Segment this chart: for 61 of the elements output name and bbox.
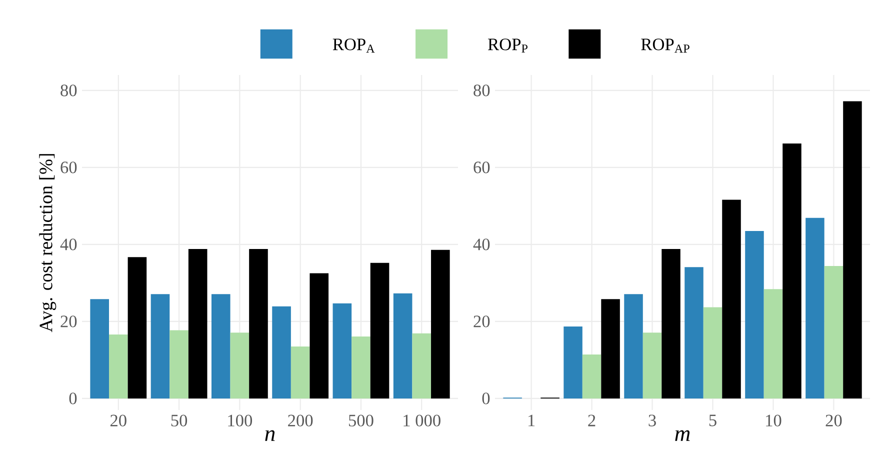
bar (601, 299, 620, 398)
y-tick-label: 0 (69, 392, 77, 404)
bar (624, 294, 643, 398)
bar (764, 289, 783, 398)
x-tick-label: 100 (228, 414, 252, 426)
x-tick-label: 20 (110, 414, 126, 426)
bar (412, 333, 432, 398)
y-tick-label: 60 (60, 162, 77, 174)
bar (582, 354, 602, 398)
bar (431, 250, 450, 398)
y-tick-label: 40 (60, 238, 77, 250)
x-tick-label: 200 (288, 414, 313, 426)
x-tick-label: 50 (171, 414, 188, 426)
bar (352, 336, 370, 398)
bar (642, 332, 662, 398)
x-tick-label: 3 (648, 414, 656, 426)
bar (824, 266, 844, 398)
legend-label: ROP$_{AP}$ (641, 38, 690, 53)
bar (806, 218, 824, 398)
legend-label: ROP$_{P}$ (488, 38, 528, 53)
legend-label: ROP$_{A}$ (332, 38, 375, 53)
y-axis-title: Avg. cost reduction [%] (39, 154, 56, 332)
bar (332, 303, 352, 398)
x-tick-label: 5 (709, 414, 716, 426)
y-tick-label: 80 (474, 84, 490, 96)
bar (290, 346, 310, 398)
bar (108, 334, 128, 398)
bar (782, 144, 802, 398)
y-tick-label: 80 (60, 84, 77, 96)
bar (211, 294, 230, 398)
bar (843, 101, 862, 398)
bar (150, 294, 170, 398)
y-tick-label: 0 (482, 392, 490, 404)
bar (684, 267, 704, 398)
bar (170, 330, 188, 398)
bar (128, 257, 147, 398)
y-tick-label: 60 (474, 162, 490, 174)
bar (370, 262, 390, 398)
bar (188, 249, 208, 398)
bar (703, 307, 722, 398)
bar (393, 293, 412, 398)
x-axis-title: n (265, 430, 275, 441)
y-tick-label: 40 (473, 238, 490, 250)
bar (90, 299, 109, 398)
bar (272, 306, 291, 398)
bar (564, 326, 582, 398)
x-axis-title: m (675, 430, 690, 441)
bar (662, 249, 680, 398)
x-tick-label: 1 000 (404, 414, 440, 426)
bar (310, 273, 329, 398)
x-tick-label: 1 (528, 414, 535, 426)
y-tick-label: 20 (60, 316, 77, 328)
x-tick-label: 20 (826, 414, 842, 426)
x-tick-label: 500 (348, 414, 374, 426)
bar (230, 332, 250, 398)
bar (722, 200, 741, 398)
x-tick-label: 2 (588, 414, 596, 426)
bar (249, 249, 268, 398)
y-tick-label: 20 (474, 316, 490, 328)
x-tick-label: 10 (766, 414, 782, 426)
bar (745, 230, 764, 398)
